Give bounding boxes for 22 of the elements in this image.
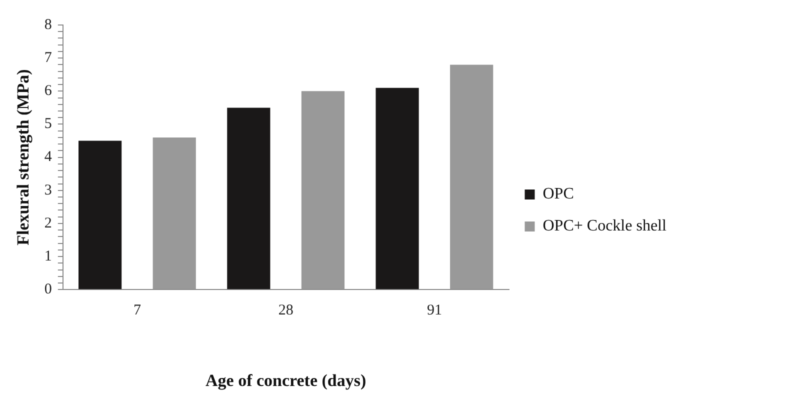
x-tick-label: 7 xyxy=(133,302,142,319)
x-tick-label: 91 xyxy=(426,302,442,319)
y-tick-label: 5 xyxy=(44,116,52,132)
y-tick-label: 1 xyxy=(44,248,52,264)
bar xyxy=(450,64,494,290)
bar xyxy=(78,140,122,290)
x-axis-title: Age of concrete (days) xyxy=(205,371,366,390)
y-tick-label: 2 xyxy=(44,215,52,232)
y-tick-label: 8 xyxy=(44,16,52,33)
y-tick-label: 7 xyxy=(44,50,52,66)
y-tick-label: 0 xyxy=(44,282,52,298)
bar xyxy=(227,108,270,290)
y-axis-title: Flexural strength (MPa) xyxy=(14,69,33,246)
bar xyxy=(152,137,196,290)
legend-label: OPC xyxy=(542,186,574,203)
bar xyxy=(301,91,345,290)
y-tick-label: 4 xyxy=(44,149,52,166)
y-tick-label: 6 xyxy=(44,83,52,100)
bar xyxy=(376,88,419,290)
legend-label: OPC+ Cockle shell xyxy=(542,218,667,235)
x-tick-label: 28 xyxy=(278,302,294,319)
y-tick-label: 3 xyxy=(44,182,52,198)
